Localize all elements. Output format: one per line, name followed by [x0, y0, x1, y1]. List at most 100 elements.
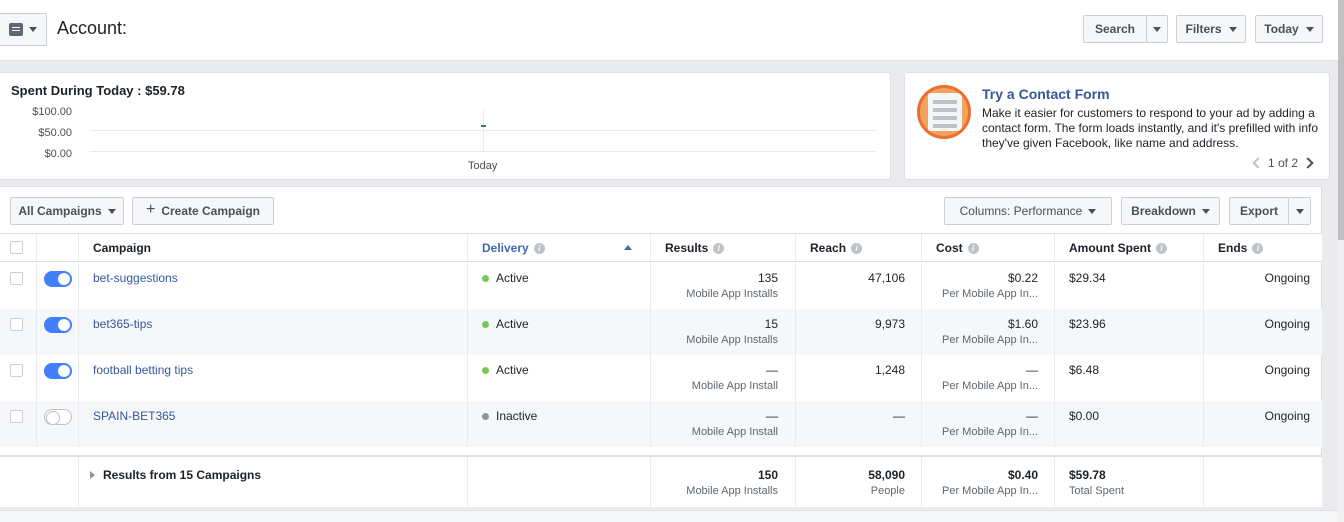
summary-row: Results from 15 Campaigns 150 Mobile App…: [0, 455, 1322, 507]
campaign-toggle[interactable]: [44, 317, 72, 333]
breakdown-dropdown[interactable]: Breakdown: [1121, 197, 1220, 225]
delivery-status: Active: [482, 317, 529, 331]
summary-spent-sub: Total Spent: [1069, 485, 1125, 497]
summary-label-text: Results from 15 Campaigns: [103, 468, 262, 482]
vertical-scrollbar[interactable]: [1338, 0, 1344, 522]
table-row[interactable]: bet-suggestions Active 135 Mobile App Insta…: [0, 263, 1322, 309]
info-icon[interactable]: i: [1252, 242, 1264, 254]
page-icon: [9, 23, 23, 36]
column-header-reach[interactable]: Reach i: [795, 234, 921, 262]
y-tick-label: $50.00: [38, 127, 72, 139]
table-row[interactable]: bet365-tips Active 15 Mobile App Installs 9,…: [0, 309, 1322, 355]
plus-icon: +: [145, 201, 156, 218]
cost-sub: Per Mobile App In...: [942, 380, 1038, 392]
cost-sub: Per Mobile App In...: [942, 288, 1038, 300]
campaign-name-link[interactable]: football betting tips: [93, 363, 194, 377]
row-checkbox[interactable]: [10, 272, 23, 285]
results-sub: Mobile App Installs: [686, 334, 778, 346]
account-menu-button[interactable]: [0, 13, 47, 46]
campaign-toggle[interactable]: [44, 409, 72, 425]
chevron-down-icon: [1201, 208, 1210, 214]
search-dropdown-button[interactable]: [1146, 15, 1168, 43]
summary-reach: 58,090: [868, 468, 905, 482]
summary-reach-sub: People: [870, 485, 905, 497]
amount-spent-value: $6.48: [1069, 363, 1100, 377]
tip-title[interactable]: Try a Contact Form: [982, 86, 1110, 102]
column-header-delivery[interactable]: Delivery i: [467, 234, 650, 262]
info-icon[interactable]: i: [1156, 242, 1167, 254]
select-all-checkbox[interactable]: [10, 241, 23, 254]
campaign-name-link[interactable]: bet-suggestions: [93, 271, 178, 285]
row-checkbox[interactable]: [10, 318, 23, 331]
campaign-name-link[interactable]: bet365-tips: [93, 317, 153, 331]
results-sub: Mobile App Install: [691, 426, 778, 438]
export-button[interactable]: Export: [1229, 197, 1289, 225]
chevron-down-icon: [29, 27, 37, 32]
breakdown-label: Breakdown: [1131, 204, 1196, 218]
results-value: 15: [764, 317, 778, 331]
table-row[interactable]: SPAIN-BET365 Inactive — Mobile App Install —…: [0, 401, 1322, 447]
campaign-toggle[interactable]: [44, 363, 72, 379]
chevron-down-icon: [1088, 208, 1097, 214]
info-icon[interactable]: i: [851, 242, 863, 254]
reach-value: 1,248: [874, 363, 905, 377]
row-checkbox[interactable]: [10, 364, 23, 377]
column-header-cost[interactable]: Cost i: [921, 234, 1054, 262]
chevron-down-icon: [1228, 26, 1237, 32]
chevron-down-icon: [1295, 208, 1304, 214]
chevron-left-icon[interactable]: [1252, 157, 1264, 169]
column-header-amount-spent[interactable]: Amount Spent i: [1054, 234, 1203, 262]
select-all-cell: [0, 234, 36, 262]
delivery-status-label: Active: [496, 363, 529, 377]
campaign-toggle[interactable]: [44, 271, 72, 287]
column-header-results[interactable]: Results i: [650, 234, 795, 262]
delivery-status-label: Inactive: [496, 409, 538, 423]
tip-card: Try a Contact Form Make it easier for cu…: [904, 72, 1330, 180]
x-tick-label: Today: [468, 160, 498, 172]
ends-value: Ongoing: [1264, 271, 1310, 285]
chevron-down-icon: [107, 208, 116, 214]
campaign-name-link[interactable]: SPAIN-BET365: [93, 409, 176, 423]
campaigns-panel: All Campaigns + Create Campaign Columns:…: [0, 186, 1322, 507]
info-icon[interactable]: i: [967, 242, 979, 254]
ends-value: Ongoing: [1264, 317, 1310, 331]
filters-button[interactable]: Filters: [1176, 15, 1246, 43]
page-title: Account:: [57, 18, 128, 38]
spent-title: Spent During Today : $59.78: [11, 83, 185, 98]
create-campaign-button[interactable]: + Create Campaign: [132, 197, 274, 225]
cost-value: $0.22: [1007, 271, 1038, 285]
results-sub: Mobile App Installs: [686, 288, 778, 300]
scrollbar-thumb[interactable]: [1338, 0, 1344, 240]
status-dot-icon: [482, 274, 489, 282]
columns-dropdown[interactable]: Columns: Performance: [944, 197, 1112, 225]
column-header-label: Cost: [936, 241, 963, 255]
info-icon[interactable]: i: [713, 242, 725, 254]
chevron-right-icon[interactable]: [1302, 157, 1314, 169]
date-range-button[interactable]: Today: [1255, 15, 1323, 43]
export-dropdown-button[interactable]: [1288, 197, 1311, 225]
search-label: Search: [1094, 22, 1136, 36]
table-row[interactable]: football betting tips Active — Mobile App I…: [0, 355, 1322, 401]
results-value: —: [766, 409, 778, 423]
column-header-ends[interactable]: Ends i: [1203, 234, 1322, 262]
summary-label[interactable]: Results from 15 Campaigns: [90, 468, 261, 482]
results-value: —: [766, 363, 778, 377]
chevron-down-icon: [1305, 26, 1314, 32]
delivery-status-label: Active: [496, 271, 529, 285]
delivery-status: Active: [482, 271, 529, 285]
all-campaigns-label: All Campaigns: [18, 204, 102, 218]
info-icon[interactable]: i: [533, 242, 545, 254]
cost-sub: Per Mobile App In...: [942, 334, 1038, 346]
status-dot-icon: [482, 366, 489, 374]
status-dot-icon: [482, 412, 489, 420]
column-header-campaign[interactable]: Campaign: [78, 234, 467, 262]
summary-spent: $59.78: [1069, 468, 1106, 482]
table-header: Campaign Delivery i Results i Reach i Co…: [0, 233, 1322, 262]
row-checkbox[interactable]: [10, 410, 23, 423]
expand-arrow-icon: [90, 471, 95, 479]
search-button[interactable]: Search: [1083, 15, 1147, 43]
all-campaigns-dropdown[interactable]: All Campaigns: [10, 197, 124, 225]
results-sub: Mobile App Install: [691, 380, 778, 392]
delivery-status: Inactive: [482, 409, 537, 423]
contact-form-illustration-icon: [917, 85, 971, 139]
